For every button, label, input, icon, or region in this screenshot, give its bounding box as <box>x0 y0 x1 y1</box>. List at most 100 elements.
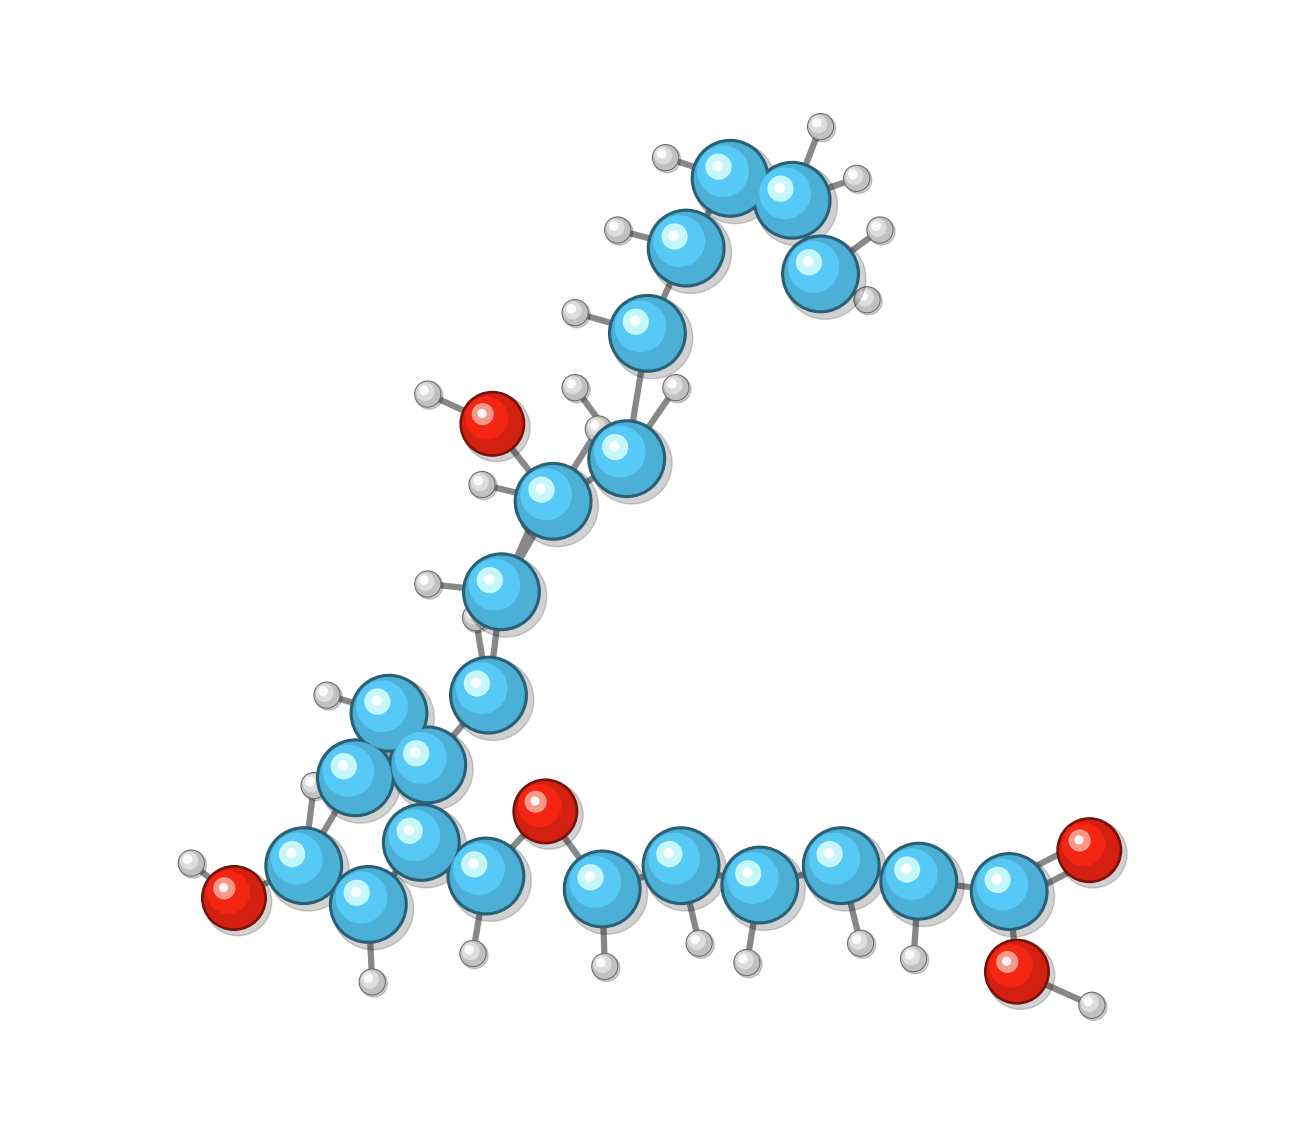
Circle shape <box>389 811 439 861</box>
Circle shape <box>722 846 798 923</box>
Circle shape <box>1057 818 1122 882</box>
Circle shape <box>974 856 1045 927</box>
Circle shape <box>859 292 867 300</box>
Circle shape <box>655 147 672 164</box>
Circle shape <box>903 948 919 965</box>
Circle shape <box>333 869 413 949</box>
Circle shape <box>465 556 537 628</box>
Circle shape <box>857 289 874 306</box>
Circle shape <box>344 880 369 905</box>
Circle shape <box>465 607 481 624</box>
Circle shape <box>317 739 394 816</box>
Circle shape <box>1087 999 1089 1003</box>
Circle shape <box>202 865 266 930</box>
Circle shape <box>658 150 666 158</box>
Circle shape <box>906 951 914 958</box>
Circle shape <box>207 871 250 913</box>
Circle shape <box>662 224 686 249</box>
Circle shape <box>610 441 619 451</box>
Circle shape <box>563 301 586 324</box>
Circle shape <box>360 970 387 997</box>
Circle shape <box>567 853 638 924</box>
Circle shape <box>615 301 666 351</box>
Circle shape <box>321 689 325 692</box>
Circle shape <box>649 833 699 883</box>
Circle shape <box>736 861 760 886</box>
Circle shape <box>588 420 666 498</box>
Circle shape <box>1079 993 1105 1018</box>
Circle shape <box>186 857 188 861</box>
Circle shape <box>330 865 407 944</box>
Circle shape <box>485 574 494 584</box>
Circle shape <box>204 868 272 936</box>
Circle shape <box>422 389 425 391</box>
Circle shape <box>354 678 425 749</box>
Circle shape <box>654 146 677 169</box>
Circle shape <box>606 218 629 242</box>
Circle shape <box>214 878 234 898</box>
Circle shape <box>724 849 796 921</box>
Circle shape <box>303 774 320 791</box>
Circle shape <box>654 146 681 173</box>
Circle shape <box>356 681 407 731</box>
Circle shape <box>351 887 360 897</box>
Circle shape <box>454 844 504 894</box>
Circle shape <box>404 825 413 835</box>
Circle shape <box>850 932 867 949</box>
Circle shape <box>902 864 911 873</box>
Circle shape <box>465 556 547 637</box>
Circle shape <box>364 974 373 982</box>
Circle shape <box>416 382 439 406</box>
Circle shape <box>997 952 1018 972</box>
Circle shape <box>788 242 838 292</box>
Circle shape <box>280 841 304 866</box>
Circle shape <box>845 166 868 190</box>
Circle shape <box>645 830 727 911</box>
Circle shape <box>477 567 502 592</box>
Circle shape <box>603 434 628 459</box>
Circle shape <box>525 791 546 812</box>
Circle shape <box>569 382 572 385</box>
Circle shape <box>664 375 688 399</box>
Circle shape <box>880 843 958 920</box>
Circle shape <box>810 116 827 133</box>
Circle shape <box>372 696 381 705</box>
Circle shape <box>594 426 645 476</box>
Circle shape <box>365 689 390 714</box>
Circle shape <box>566 853 647 935</box>
Circle shape <box>992 874 1001 883</box>
Circle shape <box>894 857 919 882</box>
Circle shape <box>469 612 473 615</box>
Circle shape <box>845 166 872 193</box>
Circle shape <box>645 830 716 902</box>
Circle shape <box>420 387 428 395</box>
Circle shape <box>463 553 541 631</box>
Circle shape <box>654 216 705 266</box>
Circle shape <box>647 209 725 287</box>
Circle shape <box>757 164 837 246</box>
Circle shape <box>460 391 525 456</box>
Circle shape <box>848 930 874 956</box>
Circle shape <box>693 938 697 940</box>
Circle shape <box>417 573 434 590</box>
Circle shape <box>650 211 732 293</box>
Circle shape <box>660 152 663 155</box>
Circle shape <box>849 931 872 955</box>
Circle shape <box>420 754 437 771</box>
Circle shape <box>624 309 649 334</box>
Circle shape <box>656 841 681 866</box>
Circle shape <box>567 380 576 388</box>
Circle shape <box>382 804 460 881</box>
Circle shape <box>653 144 679 171</box>
Circle shape <box>463 395 523 454</box>
Circle shape <box>734 949 759 976</box>
Circle shape <box>469 858 478 869</box>
Circle shape <box>350 674 428 752</box>
Circle shape <box>588 418 604 435</box>
Circle shape <box>855 288 879 312</box>
Circle shape <box>450 840 521 912</box>
Circle shape <box>849 171 857 179</box>
Circle shape <box>419 753 446 780</box>
Circle shape <box>1060 821 1119 880</box>
Circle shape <box>901 946 927 972</box>
